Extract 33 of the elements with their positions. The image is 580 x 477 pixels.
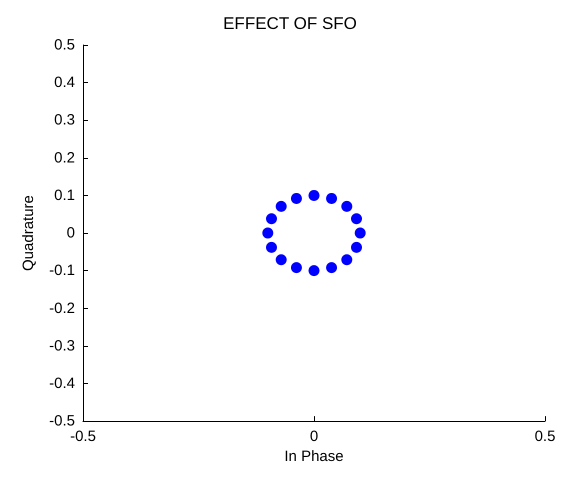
point xyxy=(341,254,352,266)
point xyxy=(351,242,362,253)
point xyxy=(266,242,277,253)
point xyxy=(326,262,338,274)
y-tick-label: 0.5 xyxy=(54,36,75,54)
y-tick-label: 0.3 xyxy=(54,112,75,129)
point xyxy=(326,192,338,204)
point xyxy=(351,213,362,224)
y-tick-label: 0.1 xyxy=(54,186,75,204)
point xyxy=(276,200,287,212)
point xyxy=(308,190,320,201)
y-tick-label: 0.4 xyxy=(54,74,75,92)
x-axis-title: In Phase xyxy=(284,448,344,465)
point xyxy=(354,228,366,239)
y-tick-label: -0.1 xyxy=(49,262,75,280)
point xyxy=(266,213,277,224)
y-tick-label: -0.4 xyxy=(49,374,75,392)
y-axis-title: Quadrature xyxy=(20,195,37,271)
point xyxy=(341,200,352,212)
point xyxy=(308,265,320,276)
x-tick-label: 0 xyxy=(310,428,318,446)
y-tick-label: -0.3 xyxy=(49,337,75,354)
point xyxy=(290,262,302,274)
point xyxy=(276,254,287,266)
x-tick-label: -0.5 xyxy=(70,428,96,446)
y-tick-label: 0 xyxy=(66,224,75,242)
y-tick-label: -0.5 xyxy=(49,412,75,430)
point xyxy=(290,192,302,204)
x-tick-label: 0.5 xyxy=(534,428,556,446)
chart-title: EFFECT OF SFO xyxy=(223,14,357,33)
y-tick-label: -0.2 xyxy=(49,300,75,317)
point xyxy=(262,228,274,239)
y-tick-label: 0.2 xyxy=(54,149,75,166)
